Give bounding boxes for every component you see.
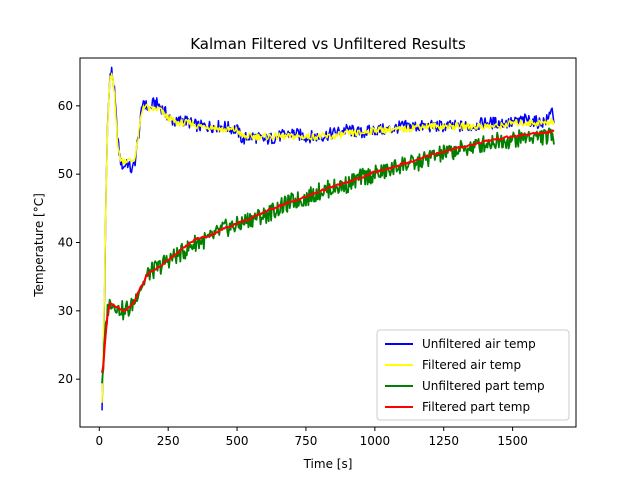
plot-area	[101, 66, 555, 411]
x-tick-label: 1250	[428, 434, 459, 448]
y-tick-label: 50	[58, 167, 73, 181]
legend: Unfiltered air temp Filtered air temp Unfi…	[376, 329, 570, 421]
y-tick-label: 60	[58, 99, 73, 113]
legend-entry-label: Filtered part temp	[422, 400, 530, 414]
legend-entry-label: Unfiltered air temp	[422, 337, 536, 351]
legend-box	[376, 329, 570, 421]
x-tick-label: 750	[295, 434, 318, 448]
x-tick-label: 250	[157, 434, 180, 448]
x-tick-label: 0	[95, 434, 103, 448]
y-tick-label: 20	[58, 372, 73, 386]
legend-entry-label: Unfiltered part temp	[422, 379, 545, 393]
y-tick-label: 30	[58, 304, 73, 318]
y-tick-label: 40	[58, 236, 73, 250]
y-axis-label: Temperature [°C]	[32, 193, 46, 298]
legend-entry-label: Filtered air temp	[422, 358, 521, 372]
series-line-filtered-air-temp	[101, 72, 555, 403]
series-line-unfiltered-air-temp	[101, 66, 555, 411]
chart-title: Kalman Filtered vs Unfiltered Results	[190, 35, 466, 53]
x-axis-label: Time [s]	[303, 457, 353, 471]
x-tick-label: 1500	[497, 434, 528, 448]
axes: 0 250 500 750 1000 1250 1500 20 30 40 50 60	[58, 57, 577, 448]
x-tick-label: 1000	[360, 434, 391, 448]
x-tick-label: 500	[226, 434, 249, 448]
series-line-filtered-part-temp	[101, 129, 555, 374]
